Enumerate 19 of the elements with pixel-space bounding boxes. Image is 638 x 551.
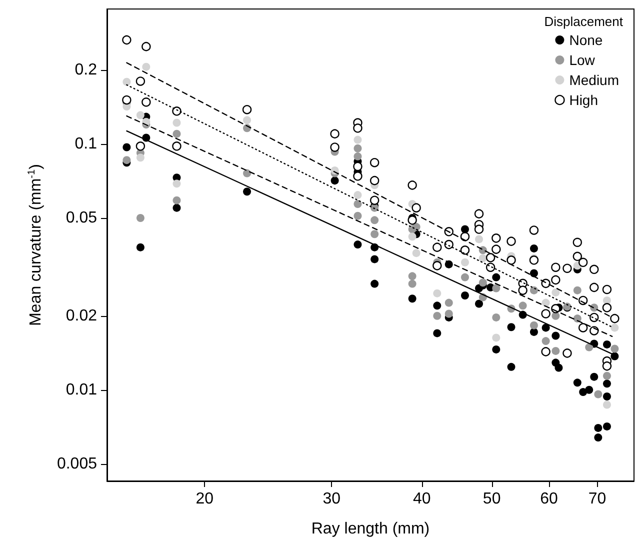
legend-title: Displacement [544, 14, 624, 29]
x-tick-label: 20 [196, 490, 214, 508]
y-tick-label: 0.02 [66, 307, 98, 324]
y-tick-label: 0.2 [74, 61, 98, 78]
legend-label: Low [569, 52, 596, 68]
y-tick-label: 0.01 [66, 381, 98, 398]
x-axis-title: Ray length (mm) [311, 520, 430, 538]
y-tick-label: 0.05 [66, 210, 98, 227]
x-tick-label: 60 [540, 490, 558, 508]
x-tick-label: 70 [588, 490, 606, 508]
y-axis-title: Mean curvature (mm-1) [26, 164, 44, 326]
x-tick-label: 50 [482, 490, 501, 508]
legend-label: Medium [569, 72, 620, 88]
y-tick-label: 0.005 [56, 455, 98, 472]
x-tick-label: 30 [322, 490, 341, 508]
y-tick-label: 0.1 [74, 135, 98, 152]
legend-label: High [569, 92, 598, 108]
legend-label: None [569, 32, 603, 48]
x-tick-label: 40 [412, 490, 431, 508]
